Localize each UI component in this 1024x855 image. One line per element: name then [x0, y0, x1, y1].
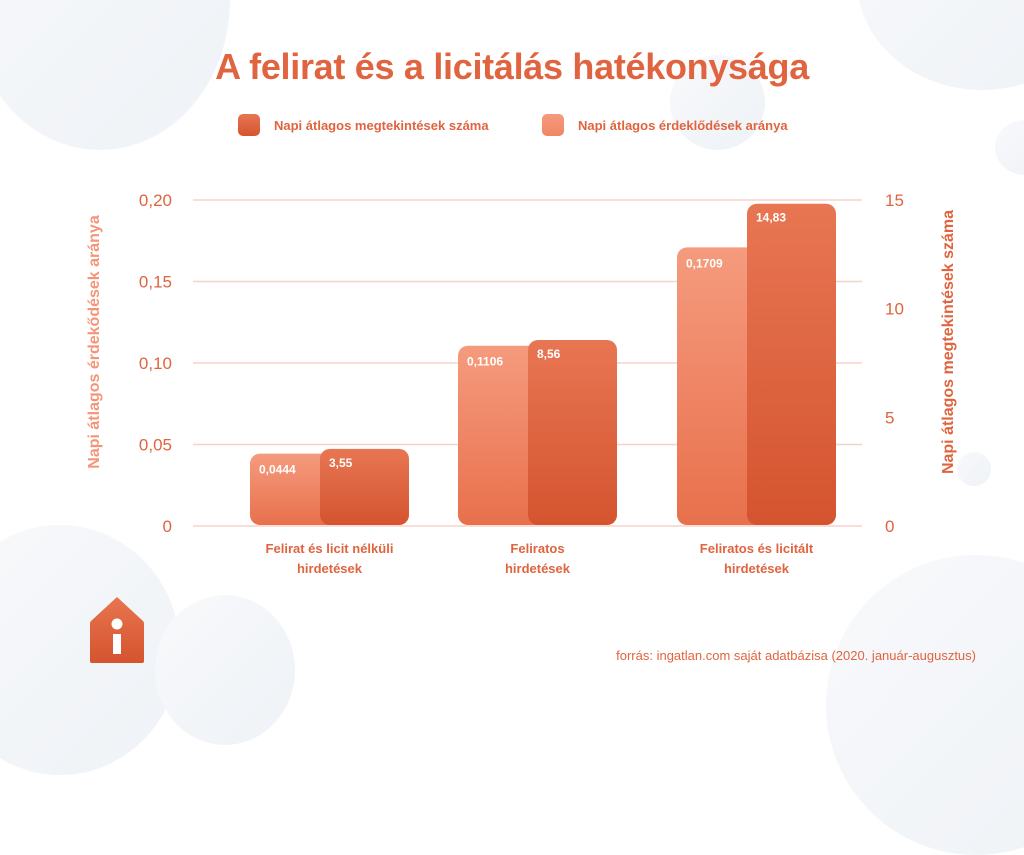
category-labels: Felirat és licit nélküli hirdetések Felira… — [266, 541, 814, 576]
left-tick-label: 0,15 — [139, 273, 172, 292]
category-label: Feliratos és licitált — [700, 541, 814, 556]
category-label: Feliratos — [510, 541, 564, 556]
bar-value-label-views: 14,83 — [756, 211, 786, 225]
left-axis-title: Napi átlagos érdekődések aránya — [86, 215, 103, 469]
bar-views — [320, 448, 409, 525]
right-tick-label: 0 — [885, 517, 894, 536]
left-tick-label: 0 — [163, 517, 172, 536]
left-tick-label: 0,20 — [139, 191, 172, 210]
bar-views — [747, 203, 836, 525]
house-info-icon — [90, 597, 144, 663]
bar-inquiries — [458, 345, 547, 525]
right-tick-label: 10 — [885, 300, 904, 319]
right-axis-ticks: 0 5 10 15 — [885, 191, 904, 536]
bars: 0,0444 3,55 0,1106 8,56 0,1709 14,83 — [250, 203, 836, 526]
bg-circle-bottom-left-2 — [155, 595, 295, 745]
bar-value-label-views: 3,55 — [329, 456, 353, 470]
bg-circle-title — [670, 55, 765, 150]
legend-label-inquiries: Napi átlagos érdeklődések aránya — [578, 117, 788, 133]
legend-item-views: Napi átlagos megtekintések száma — [238, 114, 489, 136]
legend-swatch-inquiries — [542, 114, 564, 136]
bar-value-label-inquiries: 0,1709 — [686, 256, 723, 270]
bar-inquiries — [250, 453, 339, 525]
bar-value-label-inquiries: 0,1106 — [467, 355, 503, 369]
category-label: hirdetések — [724, 561, 790, 576]
category-label: hirdetések — [297, 561, 363, 576]
left-tick-label: 0,05 — [139, 436, 172, 455]
chart-title: A felirat és a licitálás hatékonysága — [215, 46, 809, 87]
legend-swatch-views — [238, 114, 260, 136]
left-tick-label: 0,10 — [139, 354, 172, 373]
bar-chart: 0 0,05 0,10 0,15 0,20 0 5 10 15 0,0444 3,55 0,110… — [86, 191, 957, 576]
bar-views — [528, 339, 617, 525]
bg-circle-right-mid — [957, 452, 991, 486]
bar-value-label-inquiries: 0,0444 — [259, 463, 296, 477]
legend: Napi átlagos megtekintések száma Napi át… — [0, 114, 1024, 140]
legend-item-inquiries: Napi átlagos érdeklődések aránya — [542, 114, 788, 136]
bar-value-label-views: 8,56 — [537, 347, 561, 361]
legend-label-views: Napi átlagos megtekintések száma — [274, 117, 489, 133]
left-axis-ticks: 0 0,05 0,10 0,15 0,20 — [139, 191, 172, 536]
bar-inquiries — [677, 247, 766, 526]
source-note: forrás: ingatlan.com saját adatbázisa (2… — [616, 648, 976, 663]
right-tick-label: 15 — [885, 191, 904, 210]
right-tick-label: 5 — [885, 408, 894, 427]
category-label: Felirat és licit nélküli — [266, 541, 394, 556]
category-label: hirdetések — [505, 561, 571, 576]
right-axis-title: Napi átlagos megtekintések száma — [940, 210, 957, 474]
